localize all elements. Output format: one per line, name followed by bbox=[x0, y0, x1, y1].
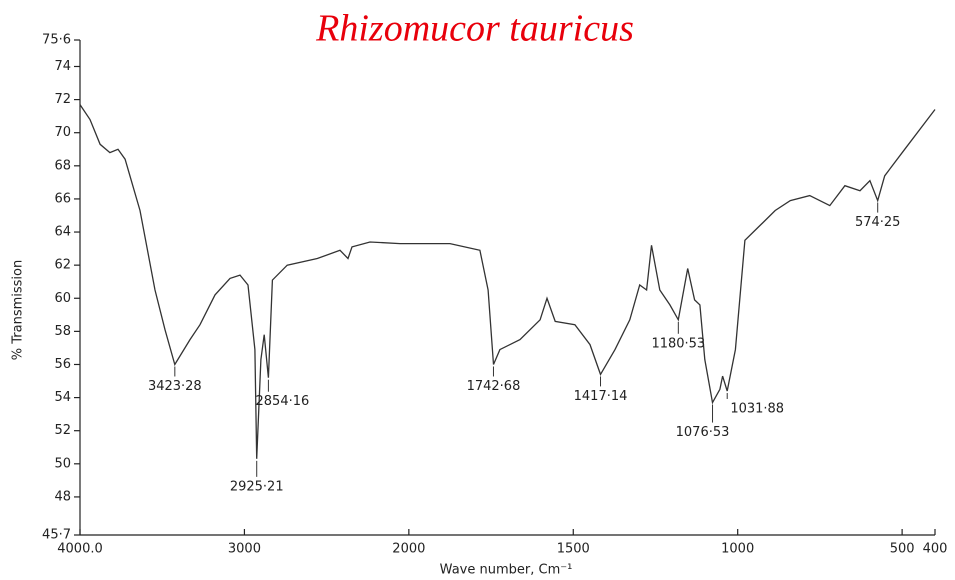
y-tick-label: 66 bbox=[54, 191, 71, 206]
y-tick-label: 72 bbox=[54, 92, 71, 107]
chart-title: Rhizomucor tauricus bbox=[315, 8, 634, 50]
peak-label: 574·25 bbox=[855, 215, 901, 230]
peak-label: 1742·68 bbox=[467, 379, 521, 394]
y-tick-label: 50 bbox=[54, 456, 71, 471]
y-tick-label: 56 bbox=[54, 357, 71, 372]
y-tick-label: 60 bbox=[54, 291, 71, 306]
y-tick-label: 64 bbox=[54, 225, 71, 240]
peak-label: 1031·88 bbox=[730, 401, 784, 416]
x-tick-label: 2000 bbox=[392, 542, 425, 557]
y-tick-label: 68 bbox=[54, 158, 71, 173]
peak-label: 1076·53 bbox=[676, 425, 730, 440]
peak-label: 3423·28 bbox=[148, 379, 202, 394]
y-axis-label: % Transmission bbox=[11, 260, 26, 360]
y-tick-label: 62 bbox=[54, 258, 71, 273]
y-tick-label: 70 bbox=[54, 125, 71, 140]
x-tick-label: 500 bbox=[890, 542, 915, 557]
x-tick-label: 1500 bbox=[557, 542, 590, 557]
y-tick-label: 75·6 bbox=[42, 33, 71, 48]
y-tick-label: 45·7 bbox=[42, 528, 71, 543]
y-tick-label: 54 bbox=[54, 390, 71, 405]
peak-label: 1417·14 bbox=[574, 389, 628, 404]
x-axis-label: Wave number, Cm⁻¹ bbox=[440, 563, 573, 578]
x-tick-label: 3000 bbox=[228, 542, 261, 557]
y-tick-label: 48 bbox=[54, 489, 71, 504]
peak-label: 2854·16 bbox=[256, 394, 310, 409]
y-tick-label: 52 bbox=[54, 423, 71, 438]
x-tick-label: 400 bbox=[923, 542, 948, 557]
spectrum-line bbox=[79, 104, 936, 459]
y-tick-label: 58 bbox=[54, 324, 71, 339]
peak-label: 2925·21 bbox=[230, 479, 284, 494]
y-tick-label: 74 bbox=[54, 59, 71, 74]
peak-label: 1180·53 bbox=[651, 336, 705, 351]
x-tick-label: 4000.0 bbox=[57, 542, 103, 557]
x-tick-label: 1000 bbox=[721, 542, 754, 557]
